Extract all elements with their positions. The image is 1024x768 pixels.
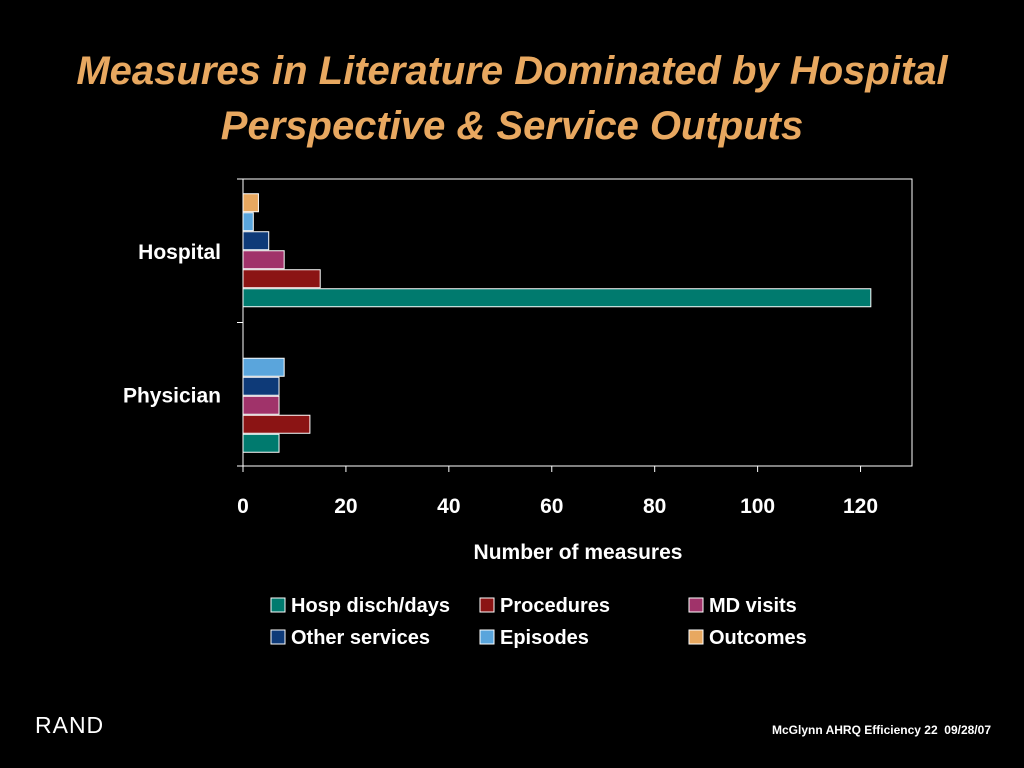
legend-label: Episodes xyxy=(500,627,589,649)
legend-label: Outcomes xyxy=(709,627,807,649)
legend-label: MD visits xyxy=(709,595,797,617)
slide-title-line-2: Perspective & Service Outputs xyxy=(220,104,804,148)
x-tick-label: 40 xyxy=(437,495,460,518)
bar-hospital-outcomes xyxy=(242,193,259,213)
x-tick-label: 80 xyxy=(643,495,666,518)
slide-title: Measures in Literature Dominated by Hosp… xyxy=(0,44,1024,154)
legend-swatch xyxy=(479,597,495,613)
rand-logo: RAND xyxy=(35,712,105,738)
category-label-physician: Physician xyxy=(123,384,221,407)
category-label-hospital: Hospital xyxy=(138,241,221,264)
legend-swatch xyxy=(688,597,704,613)
bar-hospital-episodes xyxy=(242,212,254,232)
x-tick-label: 60 xyxy=(540,495,563,518)
legend-label: Procedures xyxy=(500,595,610,617)
legend-swatch xyxy=(270,597,286,613)
x-tick-label: 0 xyxy=(237,495,249,518)
plot-area xyxy=(242,178,913,467)
bar-hospital-hosp-disch-days xyxy=(242,288,872,308)
legend-swatch xyxy=(688,629,704,645)
bar-hospital-other-services xyxy=(242,231,270,251)
x-tick-label: 120 xyxy=(843,495,878,518)
legend-swatch xyxy=(270,629,286,645)
bar-physician-hosp-disch-days xyxy=(242,433,280,453)
x-tick-label: 20 xyxy=(334,495,357,518)
bar-physician-episodes xyxy=(242,357,285,377)
legend-label: Hosp disch/days xyxy=(291,595,450,617)
bar-physician-other-services xyxy=(242,376,280,396)
legend-label: Other services xyxy=(291,627,430,649)
x-axis-label: Number of measures xyxy=(474,541,683,564)
slide-title-line-1: Measures in Literature Dominated by Hosp… xyxy=(76,49,948,93)
bar-hospital-procedures xyxy=(242,269,321,289)
x-tick-label: 100 xyxy=(740,495,775,518)
bar-physician-md-visits xyxy=(242,395,280,415)
legend-swatch xyxy=(479,629,495,645)
footer-note: McGlynn AHRQ Efficiency 22 09/28/07 xyxy=(772,723,991,737)
bar-physician-procedures xyxy=(242,414,311,434)
bar-hospital-md-visits xyxy=(242,250,285,270)
